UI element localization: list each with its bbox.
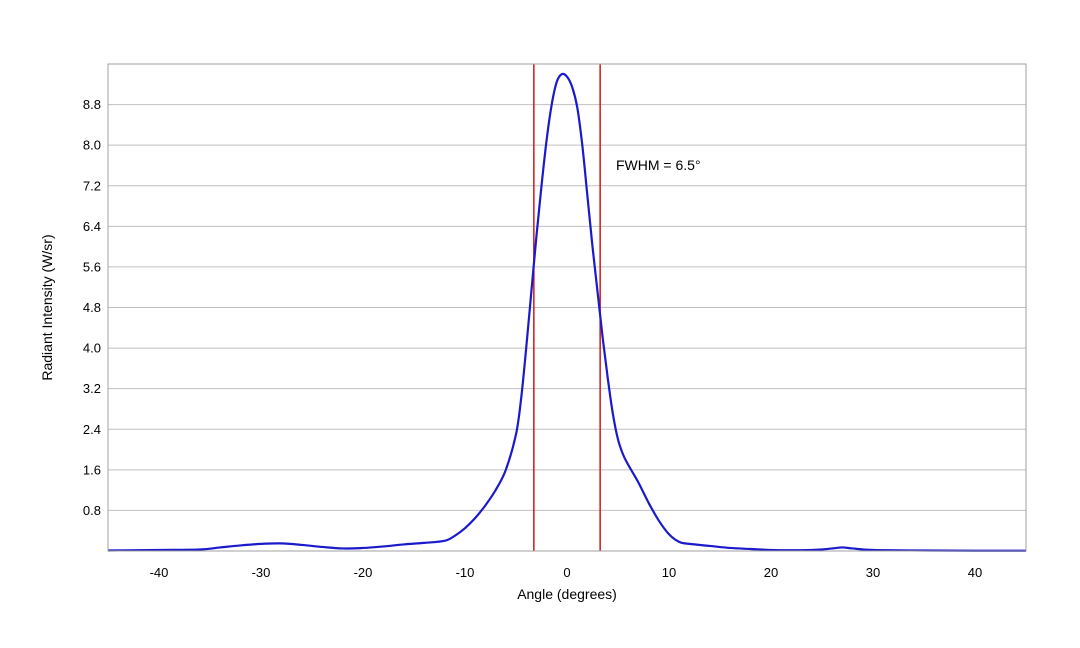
x-axis-title: Angle (degrees) (517, 586, 617, 602)
series-layer (107, 72, 1027, 552)
grid-lines (108, 104, 1026, 511)
x-tick-label: 0 (563, 565, 570, 580)
y-tick-label: 4.0 (83, 341, 101, 356)
x-ticks: -40 -30 -20 -10 0 10 20 30 40 (150, 565, 983, 580)
y-tick-label: 7.2 (83, 178, 101, 193)
x-tick-label: 30 (866, 565, 880, 580)
x-tick-label: 10 (662, 565, 676, 580)
x-tick-label: -40 (150, 565, 169, 580)
y-tick-label: 3.2 (83, 381, 101, 396)
x-tick-label: 40 (968, 565, 982, 580)
plot-frame (107, 63, 1027, 552)
series-line (107, 72, 1027, 552)
y-tick-label: 8.0 (83, 138, 101, 153)
y-tick-label: 8.8 (83, 97, 101, 112)
y-tick-label: 2.4 (83, 422, 101, 437)
x-tick-label: -20 (354, 565, 373, 580)
y-axis-title: Radiant Intensity (W/sr) (39, 234, 55, 380)
y-tick-label: 4.8 (83, 300, 101, 315)
fwhm-annotation: FWHM = 6.5° (616, 157, 701, 173)
x-tick-label: -30 (252, 565, 271, 580)
x-tick-label: -10 (456, 565, 475, 580)
y-tick-label: 6.4 (83, 219, 101, 234)
y-tick-label: 1.6 (83, 462, 101, 477)
x-tick-label: 20 (764, 565, 778, 580)
y-ticks: 0.8 1.6 2.4 3.2 4.0 4.8 5.6 6.4 7.2 8.0 8.8 (83, 97, 101, 518)
y-tick-label: 0.8 (83, 503, 101, 518)
y-tick-label: 5.6 (83, 259, 101, 274)
